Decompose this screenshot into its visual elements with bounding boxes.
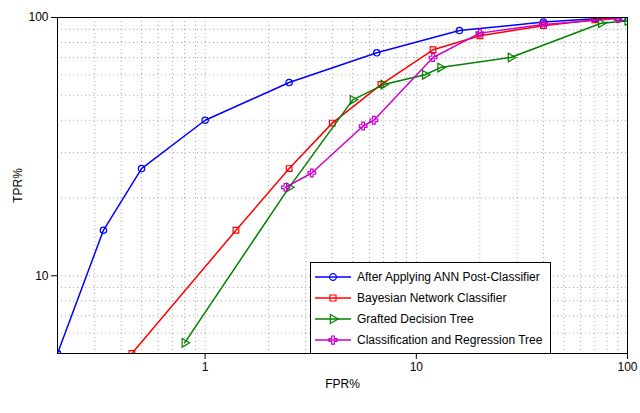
html-text:After Applying ANN Post-Classi: After Applying ANN Post-Classifier (357, 269, 540, 284)
html-text:Bayesian Network Classifier: Bayesian Network Classifier (357, 290, 507, 305)
svg-text:TPR%: TPR% (11, 168, 25, 203)
svg-text:10: 10 (35, 269, 49, 283)
svg-text:FPR%: FPR% (325, 377, 360, 391)
svg-text:100: 100 (28, 10, 48, 24)
svg-text:10: 10 (410, 360, 424, 374)
html-text:Classification and Regression: Classification and Regression Tree (357, 332, 543, 347)
html-text:Grafted Decision Tree: Grafted Decision Tree (357, 311, 474, 326)
svg-text:1: 1 (202, 360, 209, 374)
svg-text:100: 100 (617, 360, 637, 374)
